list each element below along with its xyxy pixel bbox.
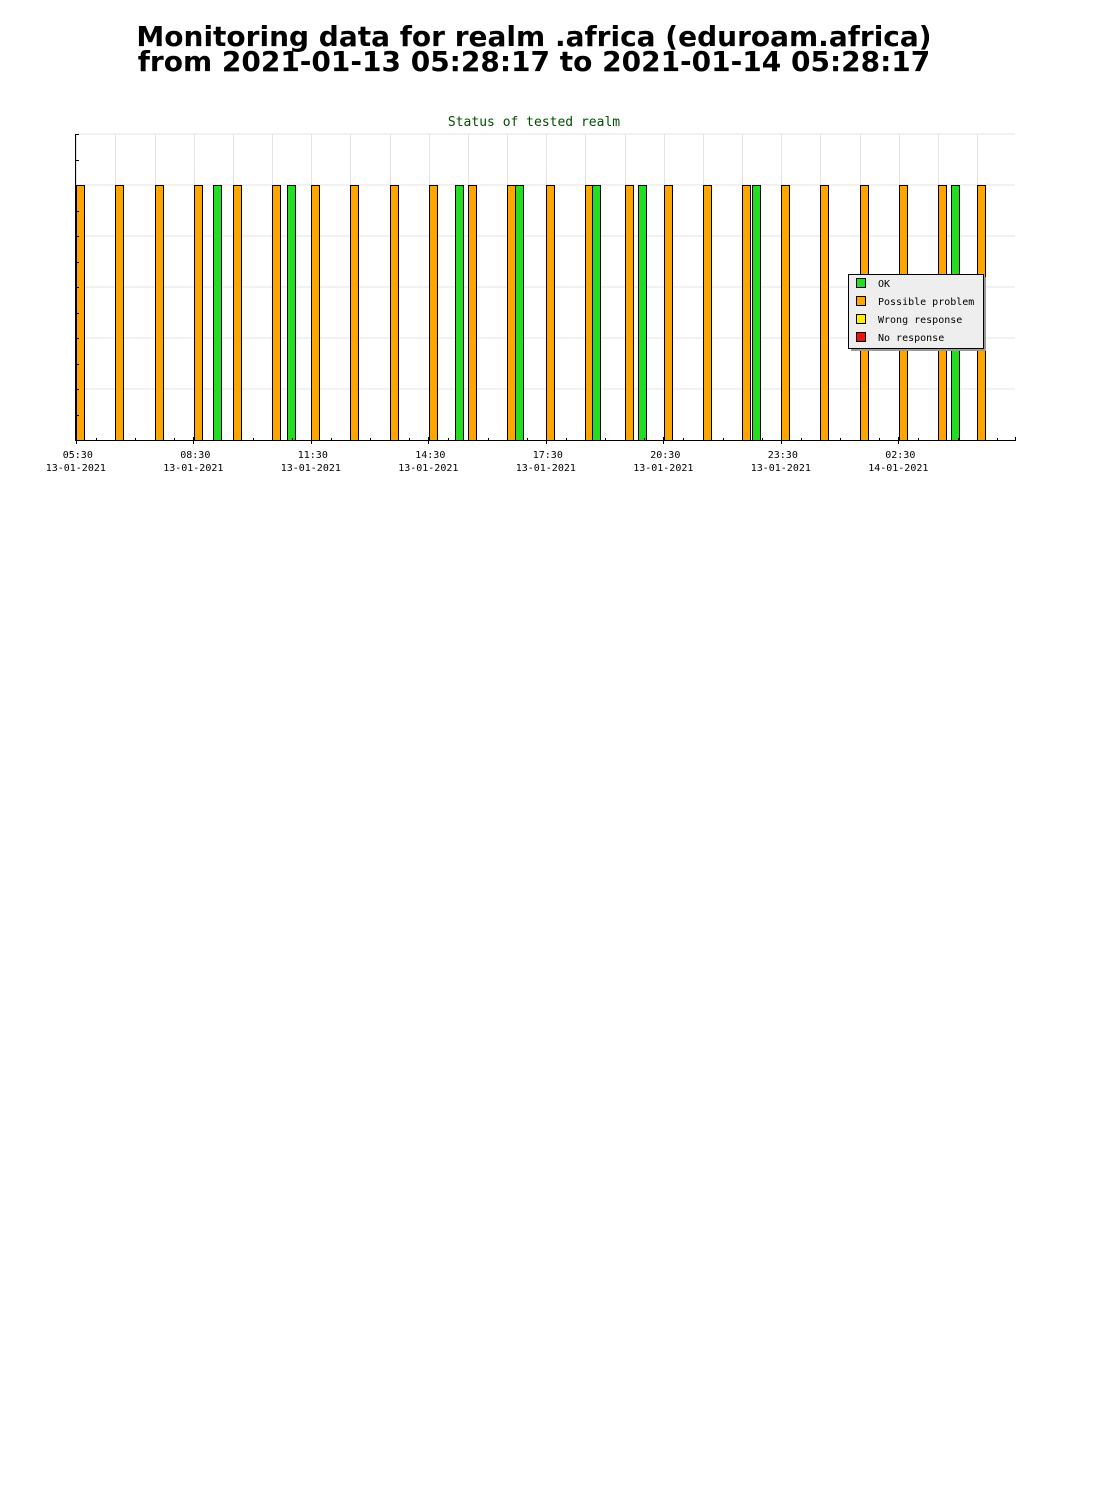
page-title-line2: from 2021-01-13 05:28:17 to 2021-01-14 0… xyxy=(137,45,931,78)
bar-possible-problem xyxy=(625,185,634,441)
bar-possible-problem xyxy=(350,185,359,441)
bar-ok xyxy=(515,185,524,441)
bar-ok xyxy=(213,185,222,441)
x-tick-label-date: 13-01-2021 xyxy=(46,463,106,474)
bar-ok xyxy=(638,185,647,441)
page-title-line1: Monitoring data for realm .africa (eduro… xyxy=(136,20,932,53)
x-tick-label-time: 23:30 xyxy=(768,450,798,461)
legend-swatch-wrong-response xyxy=(856,314,866,324)
x-tick-label-date: 13-01-2021 xyxy=(163,463,223,474)
status-chart: Status of tested realm 05:30 13-01-2021 08… xyxy=(46,115,1016,474)
bar-possible-problem xyxy=(429,185,438,441)
legend-label-wrong-response: Wrong response xyxy=(878,315,962,326)
legend-swatch-ok xyxy=(856,278,866,288)
legend-swatch-possible-problem xyxy=(856,296,866,306)
x-tick-label-time: 11:30 xyxy=(298,450,328,461)
legend-swatch-no-response xyxy=(856,332,866,342)
chart-title: Status of tested realm xyxy=(448,115,620,130)
x-tick-label-time: 08:30 xyxy=(180,450,210,461)
bar-possible-problem xyxy=(233,185,242,441)
bar-possible-problem xyxy=(115,185,124,441)
bar-ok xyxy=(287,185,296,441)
bar-possible-problem xyxy=(820,185,829,441)
bar-possible-problem xyxy=(781,185,790,441)
x-tick-label-date: 13-01-2021 xyxy=(398,463,458,474)
x-tick-label-time: 02:30 xyxy=(885,450,915,461)
x-tick-label-time: 14:30 xyxy=(415,450,445,461)
x-tick-label-date: 13-01-2021 xyxy=(516,463,576,474)
x-tick-label-date: 13-01-2021 xyxy=(281,463,341,474)
bar-possible-problem xyxy=(390,185,399,441)
chart-axes xyxy=(75,134,1016,441)
bar-ok xyxy=(592,185,601,441)
x-axis-ticks: 05:30 13-01-2021 08:30 13-01-2021 11:30 13-01… xyxy=(46,437,928,474)
chart-legend: OK Possible problem Wrong response No respo… xyxy=(848,274,986,351)
legend-box xyxy=(848,274,984,349)
bar-possible-problem xyxy=(546,185,555,441)
legend-label-no-response: No response xyxy=(878,333,944,344)
legend-label-ok: OK xyxy=(878,279,890,290)
x-tick-label-date: 13-01-2021 xyxy=(751,463,811,474)
bar-possible-problem xyxy=(664,185,673,441)
bar-possible-problem xyxy=(703,185,712,441)
x-tick-label-time: 20:30 xyxy=(650,450,680,461)
legend-label-possible-problem: Possible problem xyxy=(878,297,974,308)
bar-possible-problem xyxy=(272,185,281,441)
x-tick-label-time: 05:30 xyxy=(63,450,93,461)
bar-possible-problem xyxy=(468,185,477,441)
x-tick-label-date: 14-01-2021 xyxy=(868,463,928,474)
bar-possible-problem xyxy=(742,185,751,441)
bar-possible-problem xyxy=(311,185,320,441)
page-title: Monitoring data for realm .africa (eduro… xyxy=(0,20,1068,78)
x-tick-label-date: 13-01-2021 xyxy=(633,463,693,474)
bar-possible-problem xyxy=(507,185,516,441)
x-tick-label-time: 17:30 xyxy=(533,450,563,461)
bar-possible-problem xyxy=(155,185,164,441)
bar-possible-problem xyxy=(194,185,203,441)
bar-ok xyxy=(752,185,761,441)
bar-ok xyxy=(455,185,464,441)
